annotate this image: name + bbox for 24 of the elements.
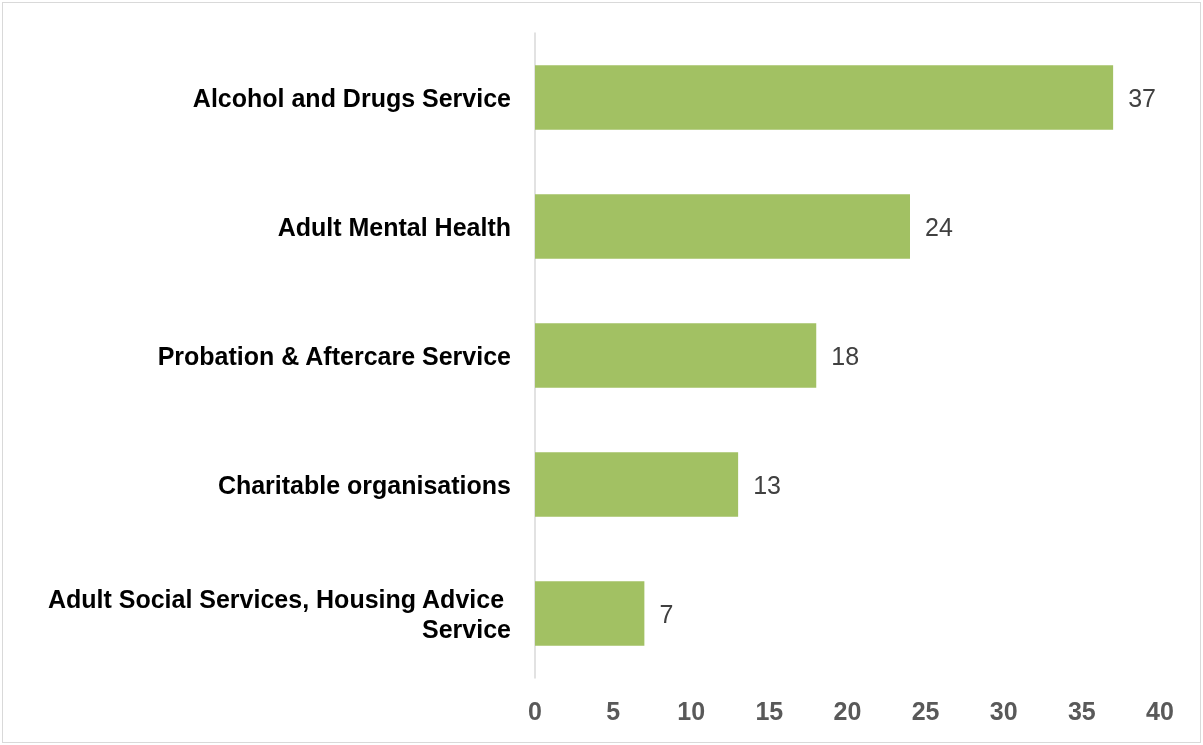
- bar: [535, 194, 910, 259]
- y-tick-label: Charitable organisations: [217, 470, 511, 499]
- data-label: 24: [925, 212, 953, 241]
- x-tick-label: 40: [1146, 696, 1174, 725]
- bar: [535, 65, 1114, 130]
- x-tick-label: 5: [606, 696, 621, 725]
- x-tick-label: 25: [911, 696, 940, 725]
- x-tick-label: 15: [755, 696, 784, 725]
- x-tick-label: 20: [833, 696, 862, 725]
- bar: [535, 452, 739, 517]
- data-label: 13: [753, 470, 781, 499]
- bar: [535, 581, 645, 646]
- y-tick-label: Alcohol and Drugs Service: [192, 83, 512, 112]
- x-tick-label: 0: [528, 696, 542, 725]
- x-tick-label: 30: [989, 696, 1018, 725]
- y-tick-label: Adult Mental Health: [277, 212, 511, 241]
- data-label: 18: [831, 341, 860, 370]
- x-tick-label: 10: [677, 696, 706, 725]
- x-tick-label: 35: [1067, 696, 1096, 725]
- y-tick-label: Adult Social Services, Housing Advice Service: [47, 584, 512, 643]
- y-tick-label: Probation & Aftercare Service: [157, 341, 512, 370]
- bar: [535, 323, 817, 388]
- data-label: 7: [659, 599, 674, 628]
- data-label: 37: [1128, 83, 1156, 112]
